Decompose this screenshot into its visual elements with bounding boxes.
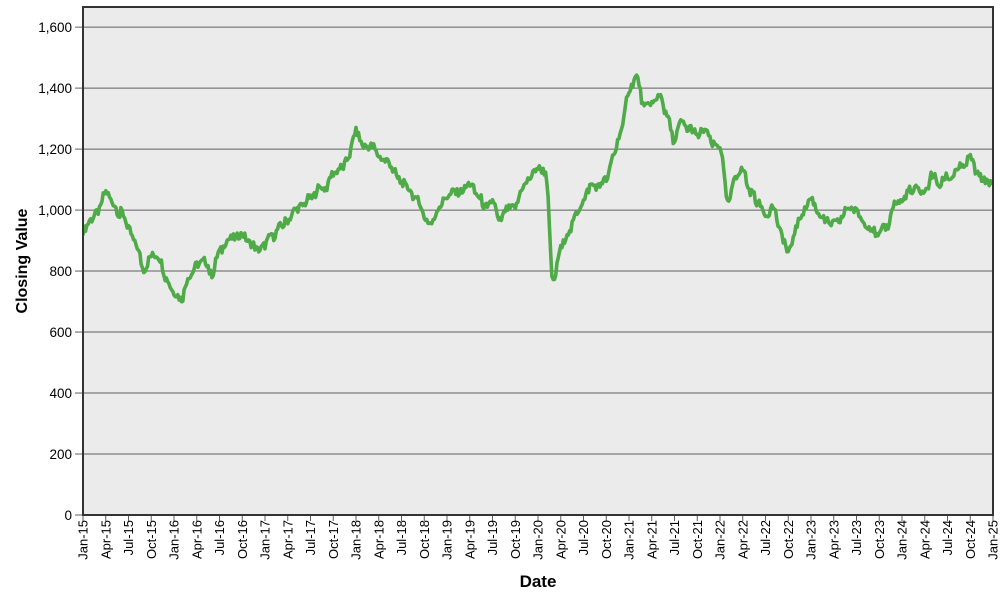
y-tick-label: 200 <box>49 447 72 462</box>
x-tick-label: Jan-21 <box>622 520 637 560</box>
x-tick-label: Jan-25 <box>986 520 1000 560</box>
x-tick-label: Oct-20 <box>599 520 614 559</box>
x-tick-label: Apr-23 <box>826 520 841 559</box>
x-tick-label: Jan-20 <box>531 520 546 560</box>
x-tick-label: Oct-24 <box>963 520 978 559</box>
y-tick-label: 800 <box>49 264 72 279</box>
x-tick-label: Jan-24 <box>895 520 910 560</box>
x-tick-label: Jul-23 <box>849 520 864 555</box>
x-tick-label: Apr-21 <box>644 520 659 559</box>
x-tick-label: Jan-18 <box>349 520 364 560</box>
x-tick-label: Oct-17 <box>326 520 341 559</box>
x-tick-label: Jan-15 <box>76 520 91 560</box>
x-tick-label: Jul-22 <box>758 520 773 555</box>
x-tick-label: Oct-19 <box>508 520 523 559</box>
x-tick-label: Apr-20 <box>553 520 568 559</box>
closing-value-series-line <box>83 73 993 304</box>
x-tick-label: Apr-17 <box>280 520 295 559</box>
x-tick-label: Apr-18 <box>371 520 386 559</box>
x-tick-label: Jul-19 <box>485 520 500 555</box>
x-tick-label: Jul-21 <box>667 520 682 555</box>
x-tick-label: Apr-22 <box>735 520 750 559</box>
x-tick-label: Apr-16 <box>189 520 204 559</box>
x-tick-label: Oct-18 <box>417 520 432 559</box>
x-tick-label: Jul-18 <box>394 520 409 555</box>
x-tick-label: Oct-15 <box>144 520 159 559</box>
y-axis-title: Closing Value <box>14 208 31 314</box>
y-tick-label: 0 <box>64 508 72 523</box>
y-tick-label: 1,200 <box>38 142 72 157</box>
x-tick-label: Jan-22 <box>713 520 728 560</box>
x-tick-label: Apr-19 <box>462 520 477 559</box>
plot-border <box>82 6 994 516</box>
y-tick-label: 1,600 <box>38 20 72 35</box>
y-tick-label: 400 <box>49 386 72 401</box>
x-tick-label: Jan-17 <box>258 520 273 560</box>
x-tick-label: Jan-19 <box>440 520 455 560</box>
x-tick-label: Jul-17 <box>303 520 318 555</box>
plot-area <box>83 7 993 515</box>
x-tick-label: Jan-23 <box>804 520 819 560</box>
x-tick-label: Jul-20 <box>576 520 591 555</box>
x-tick-label: Jul-16 <box>212 520 227 555</box>
x-tick-label: Oct-23 <box>872 520 887 559</box>
x-tick-label: Apr-15 <box>98 520 113 559</box>
y-tick-label: 1,400 <box>38 81 72 96</box>
x-tick-label: Oct-22 <box>781 520 796 559</box>
x-tick-label: Apr-24 <box>917 520 932 559</box>
x-axis-title: Date <box>519 572 557 591</box>
y-tick-label: 1,000 <box>38 203 72 218</box>
x-tick-label: Jan-16 <box>167 520 182 560</box>
x-tick-label: Oct-16 <box>235 520 250 559</box>
x-tick-label: Jul-24 <box>940 520 955 555</box>
x-tick-label: Jul-15 <box>121 520 136 555</box>
y-tick-label: 600 <box>49 325 72 340</box>
x-tick-label: Oct-21 <box>690 520 705 559</box>
